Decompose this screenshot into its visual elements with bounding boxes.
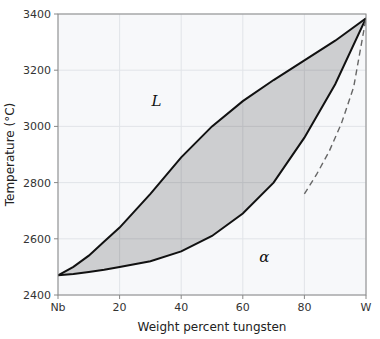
two-phase-region: [58, 18, 366, 275]
series-line: [58, 18, 366, 275]
tick-mark: [54, 126, 58, 127]
plot-area: [58, 14, 366, 295]
tick-mark: [54, 238, 58, 239]
y-tick-label: 2400: [23, 289, 51, 302]
tick-mark: [366, 295, 367, 299]
tick-mark: [304, 295, 305, 299]
grid-line: [58, 238, 366, 239]
plot-frame: [58, 14, 366, 295]
grid-line: [181, 14, 182, 295]
x-tick-label: W: [361, 301, 372, 314]
tick-mark: [181, 295, 182, 299]
x-tick-label: 60: [236, 301, 250, 314]
x-tick-label: Nb: [50, 301, 65, 314]
grid-line: [304, 14, 305, 295]
x-axis-label: Weight percent tungsten: [138, 320, 287, 334]
grid: [58, 14, 366, 295]
x-tick-label: 20: [113, 301, 127, 314]
chart: Nb 20 40 60 80 W 2400 2600 2800 3000 3200 3400 Lα Wei…: [0, 0, 380, 339]
tick-mark: [54, 70, 58, 71]
series-line: [58, 18, 366, 275]
y-tick-label: 2800: [23, 177, 51, 190]
data-group: [58, 18, 366, 275]
tick-mark: [54, 182, 58, 183]
tick-mark: [54, 14, 58, 15]
y-tick-label: 2600: [23, 233, 51, 246]
series-line: [304, 18, 366, 194]
tick-mark: [119, 295, 120, 299]
region-label: α: [259, 248, 269, 266]
tick-mark: [242, 295, 243, 299]
x-tick-label: 40: [174, 301, 188, 314]
y-axis-label: Temperature (°C): [3, 103, 17, 208]
tick-mark: [54, 295, 58, 296]
y-tick-label: 3400: [23, 8, 51, 21]
x-tick-label: 80: [297, 301, 311, 314]
y-tick-label: 3000: [23, 120, 51, 133]
tick-mark: [58, 295, 59, 299]
region-label: L: [151, 92, 162, 110]
y-tick-label: 3200: [23, 64, 51, 77]
